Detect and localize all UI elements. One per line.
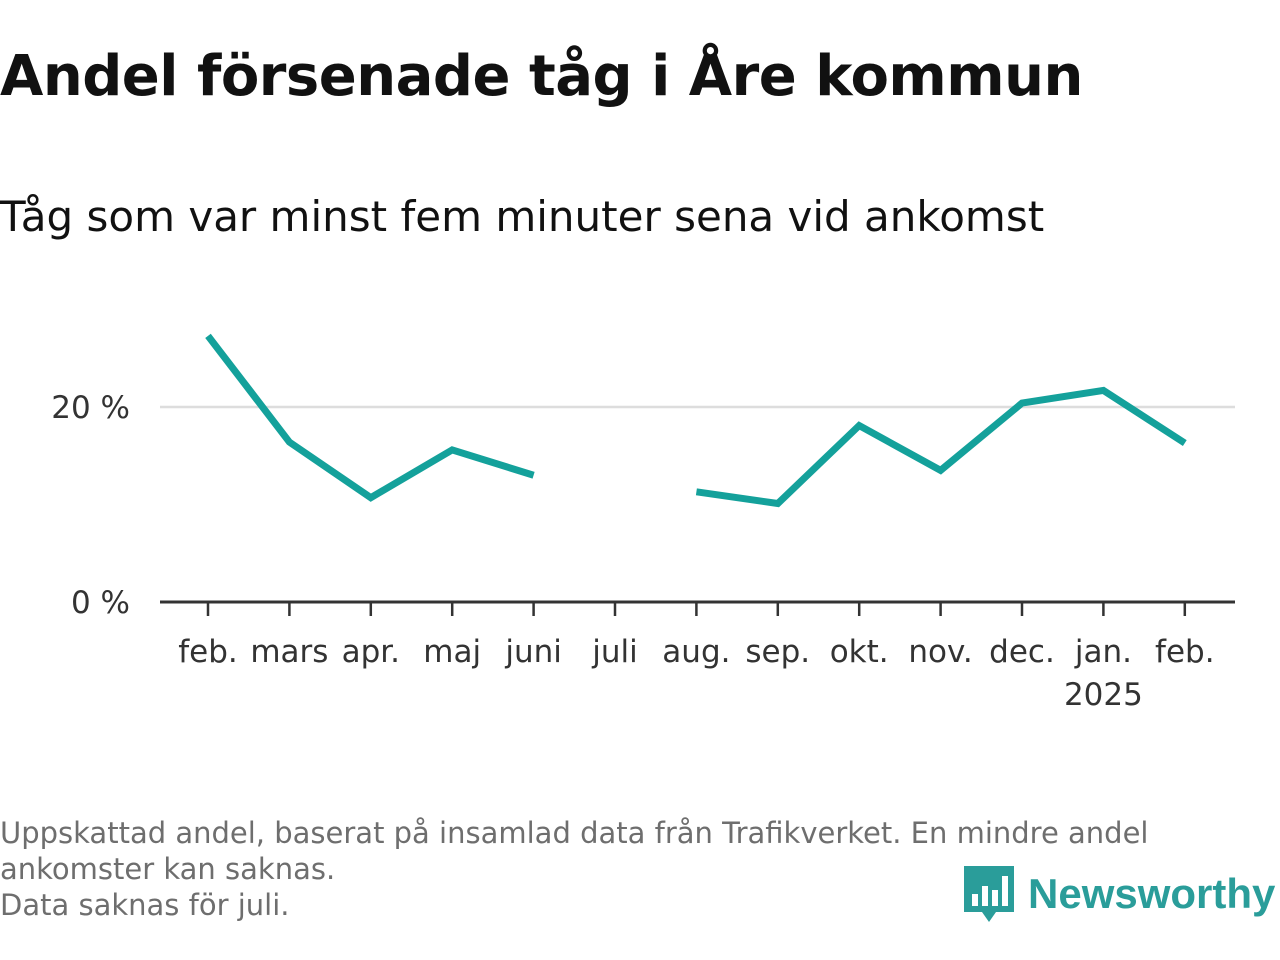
x-year-label: 2025 bbox=[1064, 677, 1143, 713]
line-chart: 0 % 20 % feb. mars apr. maj juni juli aug. sep. ok… bbox=[51, 333, 1235, 713]
x-tick-label: feb. bbox=[1155, 634, 1215, 670]
y-tick-label: 0 % bbox=[71, 585, 130, 621]
x-tick-label: mars bbox=[250, 634, 328, 670]
x-tick-label: sep. bbox=[745, 634, 810, 670]
newsworthy-logo: Newsworthy bbox=[964, 864, 1275, 924]
x-tick-label: juli bbox=[591, 634, 638, 670]
newsworthy-logo-text: Newsworthy bbox=[1028, 870, 1276, 917]
x-tick-label: apr. bbox=[342, 634, 400, 670]
x-tick-label: jan. bbox=[1074, 634, 1132, 670]
footnote-line: Data saknas för juli. bbox=[0, 888, 290, 922]
y-tick-label: 20 % bbox=[51, 390, 130, 426]
x-tick-label: aug. bbox=[662, 634, 730, 670]
footnote-line: Uppskattad andel, baserat på insamlad da… bbox=[0, 816, 1149, 850]
chart-subtitle: Tåg som var minst fem minuter sena vid a… bbox=[0, 192, 1045, 241]
x-tick-label: dec. bbox=[989, 634, 1055, 670]
x-tick-label: feb. bbox=[178, 634, 238, 670]
x-tick-label: juni bbox=[504, 634, 562, 670]
chart-title: Andel försenade tåg i Åre kommun bbox=[0, 44, 1083, 109]
x-tick-label: okt. bbox=[830, 634, 889, 670]
series-line bbox=[205, 333, 535, 502]
footnote: Uppskattad andel, baserat på insamlad da… bbox=[0, 815, 1270, 923]
x-tick-label: nov. bbox=[908, 634, 972, 670]
series-line bbox=[695, 386, 1187, 508]
x-tick-label: maj bbox=[423, 634, 481, 670]
newsworthy-logo-icon bbox=[964, 866, 1014, 922]
footnote-line: ankomster kan saknas. bbox=[0, 852, 336, 886]
